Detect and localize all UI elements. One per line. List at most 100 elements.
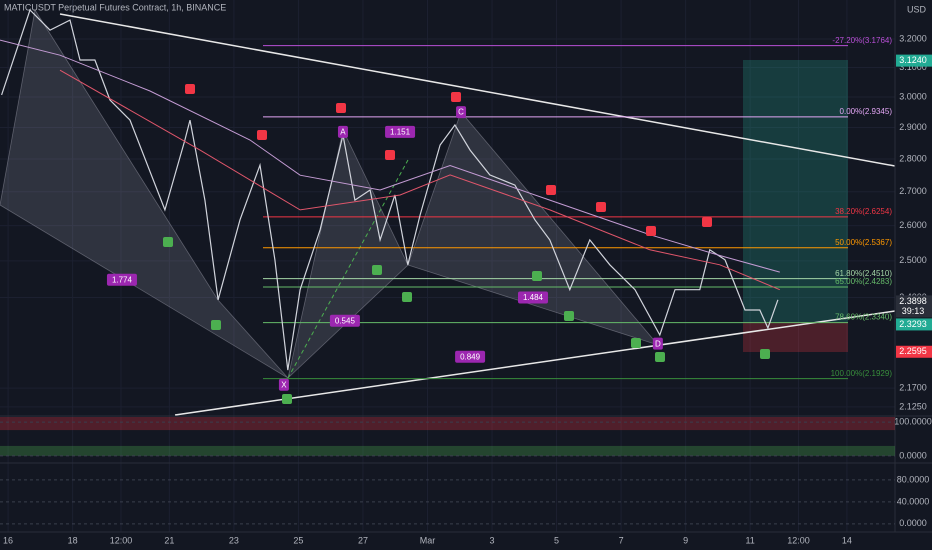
x-tick-label: 18: [68, 535, 78, 545]
annotation: 1.151: [390, 127, 411, 136]
overbought-band: [0, 417, 895, 431]
annotation-box: [455, 350, 486, 363]
sell-marker: [451, 92, 461, 102]
countdown: 39:13: [902, 306, 925, 316]
y-tick-label: 3.1000: [899, 62, 927, 72]
annotation-box: [278, 378, 289, 391]
x-tick-label: 9: [683, 535, 688, 545]
x-tick-label: 12:00: [787, 535, 810, 545]
y-tick-label: 2.1250: [899, 401, 927, 411]
price-line: [1, 8, 779, 371]
price-label: 3.1240: [899, 55, 927, 65]
y-tick-label: 80.0000: [897, 474, 930, 484]
y-tick-label: 40.0000: [897, 496, 930, 506]
annotation: 0.545: [335, 316, 356, 325]
y-tick-label: 2.8000: [899, 153, 927, 163]
buy-marker: [372, 265, 382, 275]
price-label-box: [896, 295, 932, 318]
buy-marker: [631, 338, 641, 348]
x-tick-label: 3: [490, 535, 495, 545]
sell-marker: [257, 130, 267, 140]
x-tick-label: 12:00: [110, 535, 133, 545]
buy-marker: [282, 394, 292, 404]
x-tick-label: 16: [3, 535, 13, 545]
fib-label: 65.00%(2.4283): [835, 277, 892, 286]
annotation-box: [106, 273, 137, 286]
buy-marker: [211, 320, 221, 330]
x-tick-label: 5: [554, 535, 559, 545]
x-tick-label: 11: [745, 535, 754, 545]
moving-average: [59, 69, 780, 291]
annotation-box: [517, 291, 548, 304]
buy-marker: [564, 311, 574, 321]
x-tick-label: 7: [619, 535, 624, 545]
sell-marker: [702, 217, 712, 227]
annotation: X: [281, 380, 287, 389]
buy-marker: [532, 271, 542, 281]
sell-marker: [185, 84, 195, 94]
sell-marker: [546, 185, 556, 195]
annotation: D: [655, 339, 661, 348]
trendline: [59, 13, 896, 167]
currency: USD: [907, 4, 927, 14]
fib-label: 38.20%(2.6254): [835, 207, 892, 216]
fib-label: 0.00%(2.9345): [840, 107, 893, 116]
moving-average: [0, 39, 780, 273]
y-tick-label: 0.0000: [899, 518, 927, 528]
annotation: A: [340, 127, 346, 136]
y-tick-label: 2.7000: [899, 186, 927, 196]
y-tick-label: 2.1700: [899, 382, 927, 392]
y-tick-label: 3.2000: [899, 33, 927, 43]
y-tick-label: 3.0000: [899, 91, 927, 101]
annotation: C: [458, 108, 464, 117]
sell-marker: [646, 226, 656, 236]
chart-title: MATICUSDT Perpetual Futures Contract, 1h…: [4, 2, 226, 12]
trendline: [174, 310, 896, 416]
long-position-target: [743, 60, 848, 322]
x-tick-label: Mar: [420, 535, 436, 545]
fib-label: -27.20%(3.1764): [832, 36, 892, 45]
buy-marker: [402, 292, 412, 302]
y-tick-label: 0.0000: [899, 450, 927, 460]
price-label-box: [896, 345, 932, 358]
sell-marker: [596, 202, 606, 212]
y-tick-label: 2.6000: [899, 220, 927, 230]
x-tick-label: 21: [164, 535, 174, 545]
pattern-triangle: [0, 8, 289, 379]
sell-marker: [385, 150, 395, 160]
annotation-box: [652, 337, 663, 350]
annotation-box: [329, 314, 360, 327]
price-label: 2.2595: [899, 346, 927, 356]
annotation-box: [385, 125, 416, 138]
fib-label: 61.80%(2.4510): [835, 269, 892, 278]
x-tick-label: 27: [358, 535, 368, 545]
buy-marker: [163, 237, 173, 247]
long-position-stop: [743, 322, 848, 352]
price-label: 2.3293: [899, 319, 927, 329]
y-tick-label: 100.0000: [894, 416, 932, 426]
annotation-box: [337, 125, 348, 138]
fib-label: 100.00%(2.1929): [831, 369, 893, 378]
x-tick-label: 25: [293, 535, 303, 545]
annotation: 0.849: [460, 352, 481, 361]
buy-marker: [655, 352, 665, 362]
fib-label: 78.60%(2.3340): [835, 313, 892, 322]
price-label: 2.3898: [899, 296, 927, 306]
grid: [0, 0, 895, 532]
price-label-box: [896, 54, 932, 67]
annotation: 1.774: [112, 275, 133, 284]
oversold-band: [0, 445, 895, 456]
fib-label: 50.00%(2.5367): [835, 238, 892, 247]
annotation: 1.484: [523, 293, 544, 302]
sell-marker: [336, 103, 346, 113]
y-tick-label: 2.5000: [899, 255, 927, 265]
x-tick-label: 14: [842, 535, 852, 545]
y-tick-label: 2.9000: [899, 122, 927, 132]
price-label-box: [896, 318, 932, 331]
x-tick-label: 23: [229, 535, 239, 545]
annotation-box: [456, 106, 467, 119]
buy-marker: [760, 349, 770, 359]
